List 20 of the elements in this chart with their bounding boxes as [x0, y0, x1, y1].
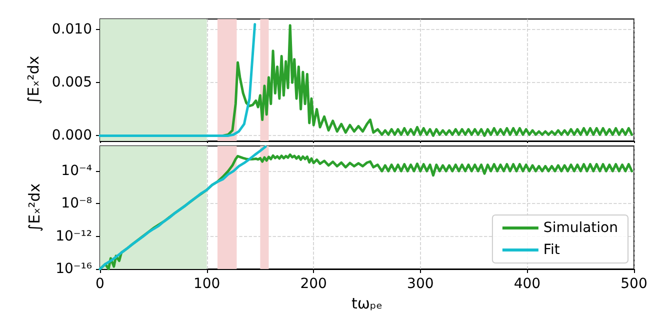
y-tick-label: 10⁻⁴ — [61, 163, 92, 180]
legend-label: Fit — [543, 242, 560, 258]
x-tick-label: 500 — [620, 276, 648, 292]
line-series — [98, 23, 256, 137]
y-tick-label: 0.010 — [52, 22, 92, 38]
y-tick-label: 10⁻¹⁶ — [56, 261, 92, 277]
x-tick-label: 200 — [300, 276, 327, 292]
y-tick-label: 10⁻¹² — [56, 228, 92, 244]
x-tick-label: 300 — [407, 276, 434, 292]
legend-label: Simulation — [543, 220, 618, 236]
y-tick-label: 0.005 — [52, 74, 92, 91]
y-tick-label: 0.000 — [52, 128, 92, 144]
x-tick-label: 0 — [96, 276, 104, 292]
y-tick-label: 10⁻⁸ — [61, 196, 92, 212]
line-series — [98, 145, 267, 270]
x-tick-label: 400 — [514, 276, 541, 292]
x-tick-label: 100 — [193, 276, 220, 292]
x-axis-title: tωₚₑ — [351, 294, 383, 312]
y-axis-title: ∫Eₓ²dx — [24, 56, 43, 104]
y-axis-title: ∫Eₓ²dx — [26, 183, 44, 232]
